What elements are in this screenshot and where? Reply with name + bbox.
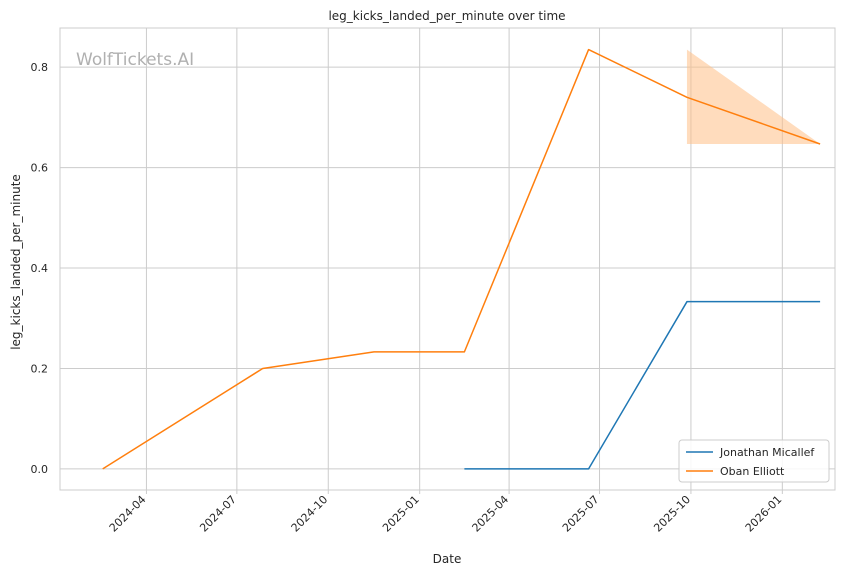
x-tick-label: 2025-07 xyxy=(560,493,602,535)
y-tick-label: 0.2 xyxy=(31,362,49,375)
watermark: WolfTickets.AI xyxy=(76,50,194,70)
x-tick-label: 2025-04 xyxy=(470,493,512,535)
x-tick-label: 2025-10 xyxy=(651,493,693,535)
series-lines xyxy=(102,48,821,470)
band-oban-elliott xyxy=(686,49,821,145)
y-tick-label: 0.4 xyxy=(31,262,49,275)
confidence-bands xyxy=(686,49,821,145)
x-tick-label: 2024-04 xyxy=(107,493,149,535)
legend-label-oban-elliott: Oban Elliott xyxy=(720,465,785,478)
legend-label-jonathan-micallef: Jonathan Micallef xyxy=(719,446,815,459)
legend: Jonathan Micallef Oban Elliott xyxy=(678,439,830,483)
y-tick-label: 0.6 xyxy=(31,162,49,175)
chart-title: leg_kicks_landed_per_minute over time xyxy=(328,9,565,23)
series-line-jonathan-micallef xyxy=(464,300,821,470)
legend-box xyxy=(678,439,830,483)
x-tick-label: 2024-10 xyxy=(289,493,331,535)
y-axis-label: leg_kicks_landed_per_minute xyxy=(9,174,23,350)
x-axis-label: Date xyxy=(433,552,462,566)
y-tick-label: 0.8 xyxy=(31,61,49,74)
x-tick-label: 2024-07 xyxy=(197,493,239,535)
x-tick-label: 2026-01 xyxy=(743,493,785,535)
grid-lines xyxy=(60,28,835,490)
series-line-oban-elliott xyxy=(102,48,821,470)
y-tick-label: 0.0 xyxy=(31,463,49,476)
x-tick-label: 2025-01 xyxy=(380,493,422,535)
